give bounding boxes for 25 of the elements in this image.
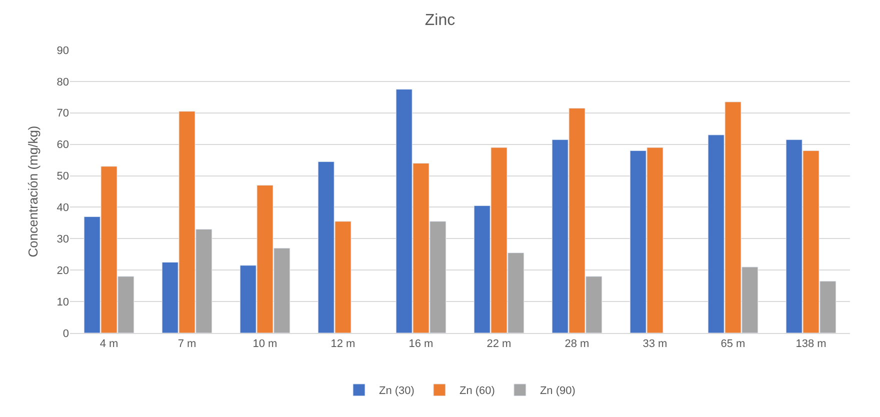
legend-label: Zn (90) xyxy=(540,385,576,398)
y-tick-label: 80 xyxy=(56,76,69,88)
x-tick-label: 7 m xyxy=(178,338,196,350)
legend-label: Zn (30) xyxy=(379,385,414,398)
y-tick-label: 0 xyxy=(62,328,69,340)
legend-label: Zn (60) xyxy=(459,385,495,398)
x-tick-label: 33 m xyxy=(642,338,668,350)
y-tick-label: 40 xyxy=(56,202,69,214)
y-axis-title: Concentración (mg/kg) xyxy=(26,126,41,258)
y-tick-label: 30 xyxy=(56,234,69,246)
y-tick-label: 20 xyxy=(56,264,69,277)
x-tick-label: 12 m xyxy=(330,338,356,350)
y-tick-label: 10 xyxy=(56,296,69,308)
x-tick-label: 4 m xyxy=(100,338,118,350)
x-tick-label: 10 m xyxy=(252,338,278,350)
x-tick-label: 65 m xyxy=(720,338,746,350)
chart-title: Zinc xyxy=(424,12,456,29)
x-tick-label: 28 m xyxy=(564,338,590,350)
y-tick-label: 60 xyxy=(56,139,69,152)
y-tick-label: 90 xyxy=(56,44,69,57)
y-tick-label: 70 xyxy=(56,108,69,120)
y-tick-label: 50 xyxy=(56,170,69,183)
x-tick-label: 16 m xyxy=(408,338,434,350)
x-tick-label: 22 m xyxy=(486,338,512,350)
x-tick-label: 138 m xyxy=(796,338,826,350)
